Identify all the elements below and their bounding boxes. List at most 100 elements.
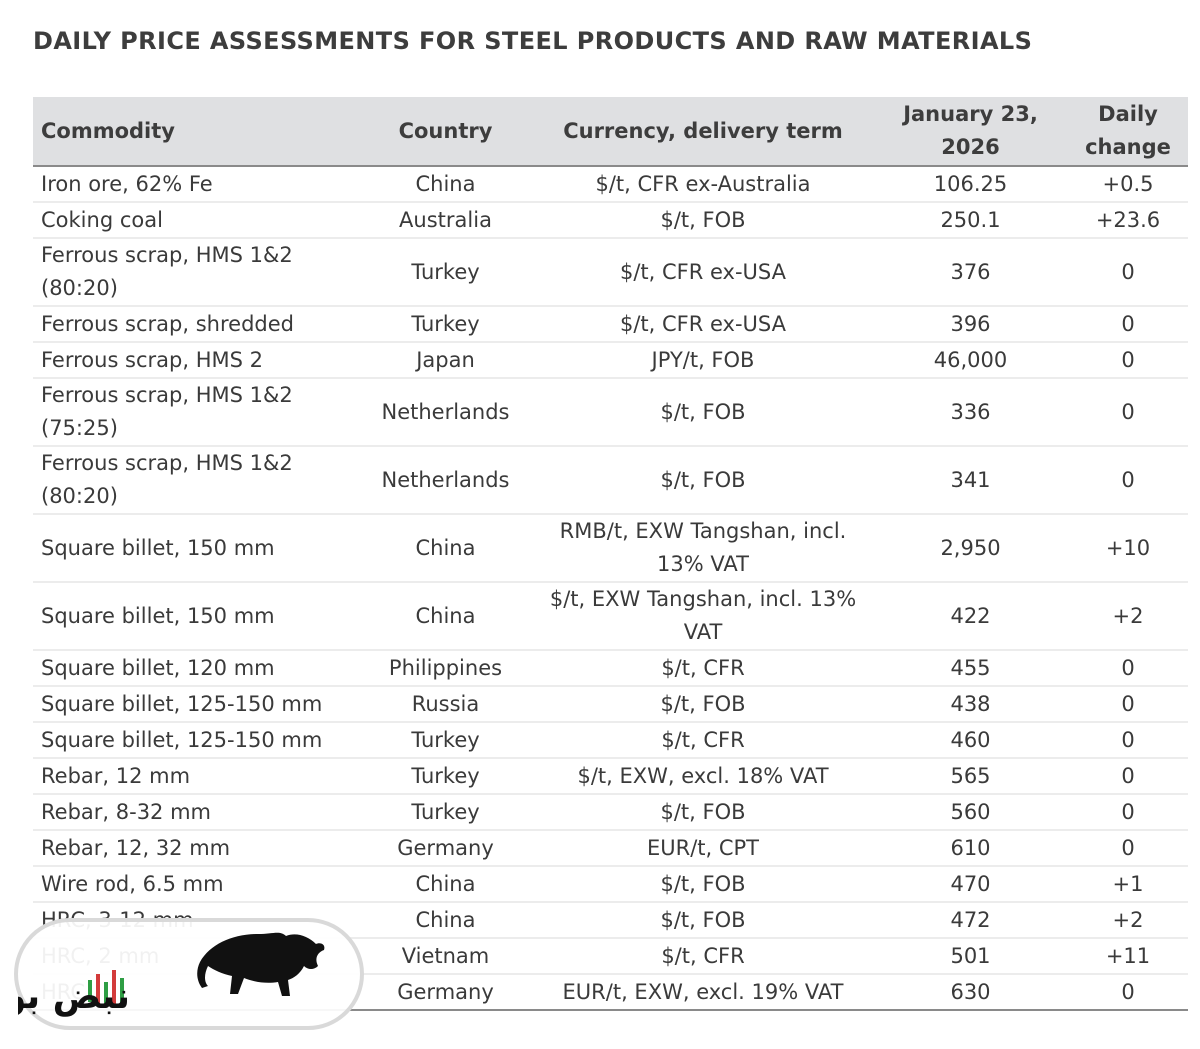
- cell-price: 470: [873, 866, 1068, 903]
- cell-country: China: [358, 902, 533, 939]
- cell-delivery-term: RMB/t, EXW Tangshan, incl. 13% VAT: [533, 514, 873, 583]
- cell-delivery-term: $/t, FOB: [533, 378, 873, 447]
- cell-daily-change: 0: [1068, 722, 1188, 759]
- cell-price: 438: [873, 686, 1068, 723]
- cell-price: 472: [873, 902, 1068, 939]
- cell-daily-change: +10: [1068, 514, 1188, 583]
- table-row: Wire rod, 6.5 mm China $/t, FOB 470 +1: [33, 866, 1188, 903]
- cell-daily-change: 0: [1068, 686, 1188, 723]
- cell-price: 501: [873, 938, 1068, 975]
- cell-daily-change: 0: [1068, 758, 1188, 795]
- cell-price: 560: [873, 794, 1068, 831]
- cell-delivery-term: JPY/t, FOB: [533, 342, 873, 379]
- table-row: Ferrous scrap, HMS 1&2 (80:20) Netherland…: [33, 446, 1188, 515]
- cell-country: Turkey: [358, 306, 533, 343]
- cell-commodity: Iron ore, 62% Fe: [33, 166, 358, 203]
- cell-commodity: Rebar, 12 mm: [33, 758, 358, 795]
- cell-commodity: Ferrous scrap, HMS 2: [33, 342, 358, 379]
- cell-price: 455: [873, 650, 1068, 687]
- table-header: Commodity Country Currency, delivery ter…: [33, 97, 1188, 167]
- cell-daily-change: +1: [1068, 866, 1188, 903]
- cell-delivery-term: $/t, FOB: [533, 446, 873, 515]
- cell-delivery-term: EUR/t, CPT: [533, 830, 873, 867]
- cell-country: Japan: [358, 342, 533, 379]
- cell-country: China: [358, 514, 533, 583]
- table-row: Ferrous scrap, HMS 1&2 (75:25) Netherland…: [33, 378, 1188, 447]
- table-row: Square billet, 120 mm Philippines $/t, CFR…: [33, 650, 1188, 687]
- cell-price: 341: [873, 446, 1068, 515]
- cell-country: Turkey: [358, 758, 533, 795]
- cell-daily-change: 0: [1068, 446, 1188, 515]
- cell-delivery-term: $/t, CFR ex-USA: [533, 238, 873, 307]
- cell-commodity: Square billet, 150 mm: [33, 582, 358, 651]
- cell-country: China: [358, 166, 533, 203]
- cell-delivery-term: $/t, CFR ex-USA: [533, 306, 873, 343]
- cell-delivery-term: EUR/t, EXW, excl. 19% VAT: [533, 974, 873, 1011]
- table-row: Square billet, 150 mm China $/t, EXW Tangs…: [33, 582, 1188, 651]
- cell-delivery-term: $/t, CFR: [533, 722, 873, 759]
- cell-commodity: Wire rod, 6.5 mm: [33, 866, 358, 903]
- cell-price: 565: [873, 758, 1068, 795]
- table-row: Ferrous scrap, shredded Turkey $/t, CFR ex…: [33, 306, 1188, 343]
- cell-country: Turkey: [358, 722, 533, 759]
- cell-price: 422: [873, 582, 1068, 651]
- cell-commodity: Ferrous scrap, HMS 1&2 (75:25): [33, 378, 358, 447]
- cell-country: Philippines: [358, 650, 533, 687]
- cell-daily-change: 0: [1068, 830, 1188, 867]
- cell-country: Netherlands: [358, 378, 533, 447]
- header-country: Country: [358, 97, 533, 167]
- cell-delivery-term: $/t, CFR: [533, 938, 873, 975]
- cell-country: Germany: [358, 974, 533, 1011]
- cell-country: Netherlands: [358, 446, 533, 515]
- cell-price: 610: [873, 830, 1068, 867]
- table-row: Ferrous scrap, HMS 1&2 (80:20) Turkey $/t,…: [33, 238, 1188, 307]
- table-row: Coking coal Australia $/t, FOB 250.1 +23.6: [33, 202, 1188, 239]
- cell-delivery-term: $/t, CFR ex-Australia: [533, 166, 873, 203]
- cell-commodity: Coking coal: [33, 202, 358, 239]
- table-row: Rebar, 12, 32 mm Germany EUR/t, CPT 610 0: [33, 830, 1188, 867]
- cell-daily-change: 0: [1068, 650, 1188, 687]
- bull-icon: [197, 932, 325, 996]
- cell-delivery-term: $/t, EXW Tangshan, incl. 13% VAT: [533, 582, 873, 651]
- cell-delivery-term: $/t, FOB: [533, 686, 873, 723]
- cell-price: 46,000: [873, 342, 1068, 379]
- cell-commodity: Ferrous scrap, shredded: [33, 306, 358, 343]
- header-commodity: Commodity: [33, 97, 358, 167]
- cell-commodity: Square billet, 150 mm: [33, 514, 358, 583]
- table-row: Rebar, 8-32 mm Turkey $/t, FOB 560 0: [33, 794, 1188, 831]
- price-table: Commodity Country Currency, delivery ter…: [33, 97, 1188, 1011]
- table-body: Iron ore, 62% Fe China $/t, CFR ex-Austral…: [33, 166, 1188, 1011]
- cell-daily-change: +23.6: [1068, 202, 1188, 239]
- cell-price: 396: [873, 306, 1068, 343]
- cell-price: 336: [873, 378, 1068, 447]
- cell-commodity: Square billet, 125-150 mm: [33, 722, 358, 759]
- cell-daily-change: 0: [1068, 378, 1188, 447]
- header-change-line1: Daily: [1098, 102, 1158, 126]
- cell-daily-change: +0.5: [1068, 166, 1188, 203]
- header-date-line2: 2026: [941, 135, 1000, 159]
- cell-price: 250.1: [873, 202, 1068, 239]
- table-row: Iron ore, 62% Fe China $/t, CFR ex-Austral…: [33, 166, 1188, 203]
- cell-daily-change: +2: [1068, 582, 1188, 651]
- cell-commodity: Square billet, 120 mm: [33, 650, 358, 687]
- table-row: Square billet, 125-150 mm Turkey $/t, CFR 4…: [33, 722, 1188, 759]
- header-change-line2: change: [1085, 135, 1171, 159]
- header-commodity-label: Commodity: [41, 118, 175, 143]
- logo-watermark: نبض بورس: [14, 918, 364, 1030]
- cell-delivery-term: $/t, FOB: [533, 866, 873, 903]
- cell-daily-change: 0: [1068, 794, 1188, 831]
- logo-graphic: نبض بورس: [18, 932, 325, 1017]
- cell-country: Germany: [358, 830, 533, 867]
- cell-delivery-term: $/t, EXW, excl. 18% VAT: [533, 758, 873, 795]
- cell-delivery-term: $/t, FOB: [533, 902, 873, 939]
- cell-country: Vietnam: [358, 938, 533, 975]
- cell-country: China: [358, 582, 533, 651]
- page-title: DAILY PRICE ASSESSMENTS FOR STEEL PRODUC…: [33, 27, 1033, 55]
- cell-price: 460: [873, 722, 1068, 759]
- cell-daily-change: +2: [1068, 902, 1188, 939]
- header-currency-label: Currency, delivery term: [563, 118, 843, 143]
- cell-price: 2,950: [873, 514, 1068, 583]
- cell-country: Turkey: [358, 238, 533, 307]
- header-change: Daily change: [1068, 97, 1188, 167]
- cell-delivery-term: $/t, FOB: [533, 202, 873, 239]
